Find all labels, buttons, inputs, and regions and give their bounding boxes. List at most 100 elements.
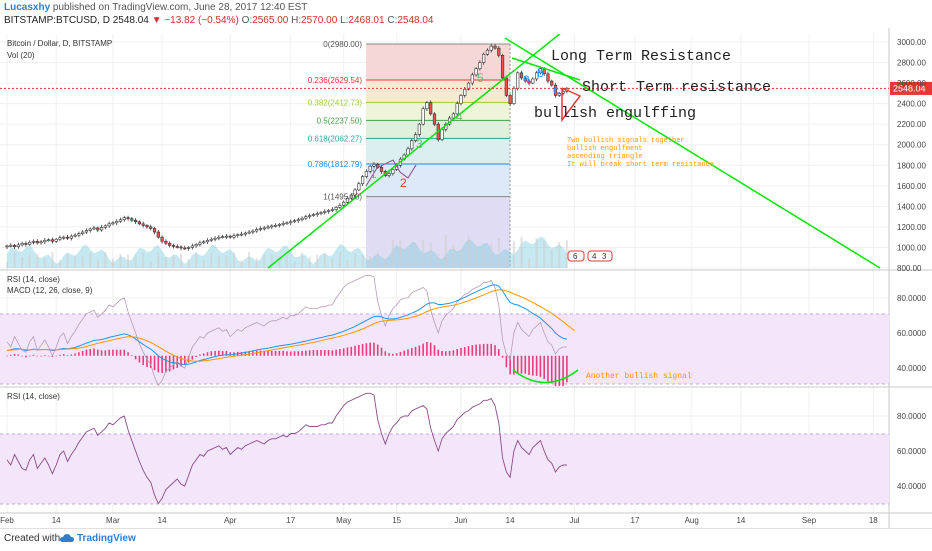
candle-body[interactable] [349,194,353,199]
candle-body[interactable] [531,78,535,84]
candle-body[interactable] [28,242,32,245]
candle-body[interactable] [417,123,421,135]
candle-body[interactable] [523,77,527,82]
candle-body[interactable] [497,47,501,56]
candle-body[interactable] [493,45,497,49]
candle-body[interactable] [134,219,138,223]
candle-body[interactable] [92,227,96,230]
author-name[interactable]: Lucasxhy [4,2,51,13]
candle-body[interactable] [429,102,433,115]
candle-body[interactable] [258,228,263,230]
candle-body[interactable] [451,113,455,119]
candle-body[interactable] [440,129,444,140]
candle-body[interactable] [217,236,221,239]
event-markers[interactable]: 6 4 3 [567,250,613,262]
candle-body[interactable] [266,226,270,229]
candle-body[interactable] [364,171,368,177]
candle-body[interactable] [236,234,240,236]
candle-body[interactable] [550,80,554,86]
candle-body[interactable] [47,239,51,242]
candle-body[interactable] [198,242,202,245]
annotation-another-bullish-signal[interactable]: Another bullish signal [586,372,692,381]
candle-body[interactable] [232,235,236,238]
candle-body[interactable] [425,102,429,110]
candle-body[interactable] [145,225,149,228]
candle-body[interactable] [77,233,81,236]
candle-body[interactable] [122,217,126,221]
candle-body[interactable] [186,247,191,249]
candle-body[interactable] [164,240,168,244]
candle-body[interactable] [160,236,164,242]
candle-body[interactable] [553,84,558,96]
candle-body[interactable] [319,212,323,214]
candle-body[interactable] [516,72,520,89]
candle-body[interactable] [156,231,160,238]
candle-body[interactable] [292,220,297,223]
short-term-resistance-line[interactable] [511,57,581,81]
candle-body[interactable] [31,240,36,243]
candle-body[interactable] [557,93,561,96]
candle-body[interactable] [103,225,107,228]
candle-body[interactable] [107,223,111,227]
candle-body[interactable] [326,210,331,212]
candle-body[interactable] [285,222,289,225]
candle-body[interactable] [69,235,73,239]
chart-area[interactable]: 0(2980.00) 0.236(2629.54) 0.382(2412.73) 0.… [0,0,932,528]
candle-body[interactable] [357,183,361,191]
candle-body[interactable] [273,225,278,227]
candle-body[interactable] [387,173,391,176]
candle-body[interactable] [137,221,142,225]
candle-body[interactable] [474,68,478,76]
annotation-short-term-resistance[interactable]: Short Term resistance [582,79,771,96]
candle-body[interactable] [118,219,123,222]
candle-body[interactable] [482,54,486,63]
candle-body[interactable] [478,62,482,70]
candle-body[interactable] [149,226,153,229]
candle-body[interactable] [342,201,346,206]
candle-body[interactable] [190,245,194,248]
candle-body[interactable] [251,230,255,233]
candle-body[interactable] [546,73,550,82]
price-axis[interactable]: 3000.00 2800.00 2600.00 2400.00 2200.00 2000.… [897,38,926,273]
candle-body[interactable] [255,229,259,232]
candle-body[interactable] [130,218,134,221]
candle-body[interactable] [489,45,493,51]
rsi-pane[interactable] [6,392,567,505]
candle-body[interactable] [508,95,512,104]
candle-body[interactable] [96,227,100,231]
candle-body[interactable] [535,72,539,80]
candle-body[interactable] [353,189,357,196]
candle-body[interactable] [538,68,543,74]
candle-body[interactable] [239,233,244,236]
candle-body[interactable] [485,49,490,55]
candle-body[interactable] [277,224,281,226]
bullish-signal-curve[interactable] [512,369,579,384]
candle-body[interactable] [205,239,210,243]
candle-body[interactable] [361,176,365,185]
candle-body[interactable] [209,238,213,241]
candle-body[interactable] [213,237,217,240]
candle-body[interactable] [141,223,145,226]
candle-body[interactable] [171,245,176,247]
candle-body[interactable] [243,232,247,235]
event-badge[interactable] [567,250,585,262]
candle-body[interactable] [421,108,425,125]
candle-body[interactable] [311,214,316,216]
candle-body[interactable] [368,166,372,172]
candle-body[interactable] [455,103,459,115]
candle-body[interactable] [24,243,28,245]
candle-body[interactable] [111,222,115,225]
candle-body[interactable] [73,234,77,237]
candle-body[interactable] [202,241,206,244]
candle-body[interactable] [470,74,474,84]
candle-body[interactable] [296,219,300,222]
candle-body[interactable] [463,88,467,96]
candle-body[interactable] [152,228,157,233]
candle-body[interactable] [20,243,24,246]
candle-body[interactable] [270,225,274,228]
candle-body[interactable] [262,227,266,230]
time-axis[interactable]: Feb 14 Mar 14 Apr 17 May 15 Jun 14 Jul 17 Aug 14 Sep 18 [0,516,878,525]
candle-body[interactable] [5,245,9,248]
candle-body[interactable] [372,163,376,167]
candle-body[interactable] [183,247,187,250]
